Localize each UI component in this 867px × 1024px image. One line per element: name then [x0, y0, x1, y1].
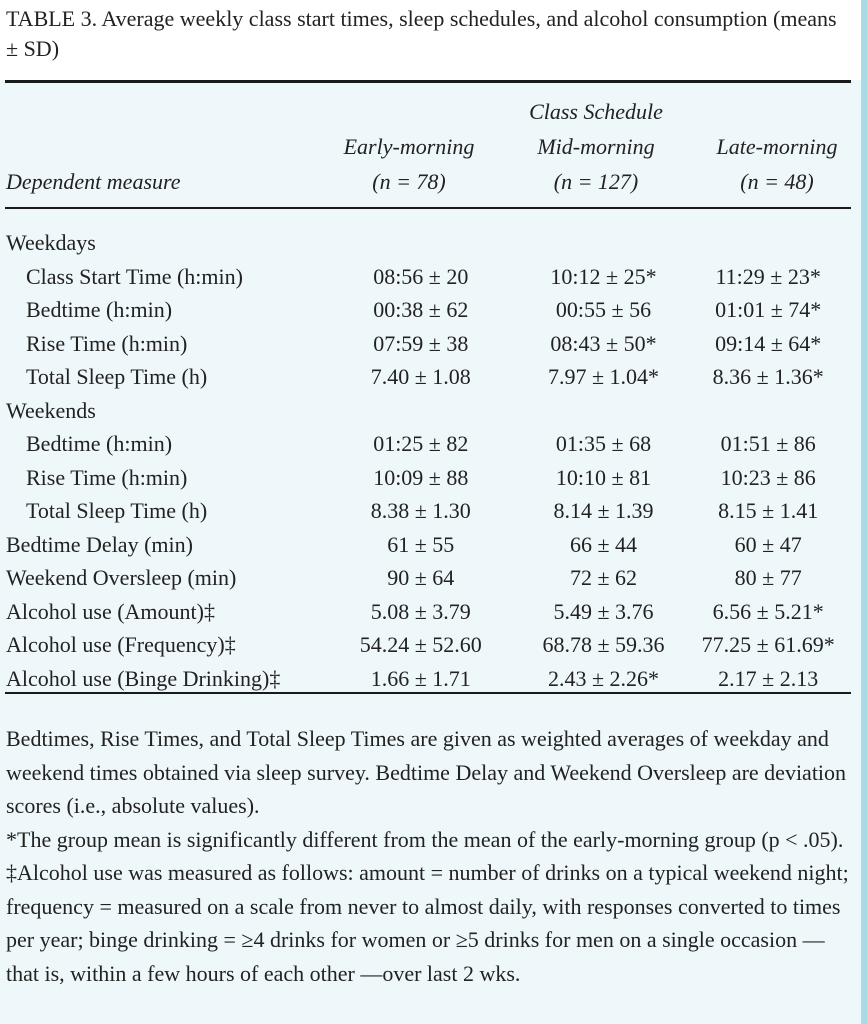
table-row: Rise Time (h:min) 10:09 ± 88 10:10 ± 81 10:…	[6, 461, 851, 495]
mid-morning-value: 8.14 ± 1.39	[553, 498, 654, 523]
late-morning-value: 8.36 ± 1.36*	[712, 364, 824, 389]
mid-morning-value: 7.97 ± 1.04*	[547, 364, 660, 389]
early-morning-value: 01:25 ± 82	[373, 431, 469, 456]
row-label: Rise Time (h:min)	[26, 464, 188, 490]
late-morning-value	[685, 394, 851, 428]
table-notes: Bedtimes, Rise Times, and Total Sleep Ti…	[6, 722, 851, 990]
early-morning-value: 08:56 ± 20	[373, 263, 469, 289]
early-morning-value: 5.08 ± 3.79	[370, 598, 471, 624]
late-morning-value: 01:01 ± 74*	[715, 297, 822, 322]
early-morning-value: 90 ± 64	[387, 565, 455, 590]
mid-morning-value: 68.78 ± 59.36	[542, 632, 665, 657]
early-morning-value	[320, 226, 522, 260]
late-morning-value	[685, 226, 851, 260]
mid-morning-value: 5.49 ± 3.76	[553, 598, 654, 624]
late-morning-value: 11:29 ± 23*	[715, 263, 821, 289]
row-label: Class Start Time (h:min)	[26, 263, 243, 289]
table-group-row: Weekdays	[6, 226, 851, 260]
early-morning-value: 61 ± 55	[387, 531, 455, 557]
table-row: Rise Time (h:min) 07:59 ± 38 08:43 ± 50* 09…	[6, 327, 851, 361]
late-morning-header: Late-morning	[716, 134, 838, 159]
row-label: Total Sleep Time (h)	[26, 498, 208, 523]
mid-morning-value: 66 ± 44	[569, 531, 638, 557]
late-morning-value: 09:14 ± 64*	[715, 330, 822, 356]
row-label: Bedtime Delay (min)	[6, 531, 193, 557]
data-table: Weekdays Class Start Time (h:min) 08:56 ± …	[6, 226, 851, 695]
row-label: Alcohol use (Frequency)‡	[6, 632, 236, 657]
table-row: Weekend Oversleep (min) 90 ± 64 72 ± 62 80 …	[6, 561, 851, 595]
early-morning-value	[320, 394, 522, 428]
early-morning-value: 54.24 ± 52.60	[359, 632, 482, 657]
mid-morning-value: 01:35 ± 68	[555, 431, 652, 456]
mid-morning-header: Mid-morning	[537, 134, 655, 159]
column-spanner-header: Class Schedule	[529, 99, 663, 124]
late-morning-n: (n = 48)	[740, 169, 814, 194]
row-label: Bedtime (h:min)	[26, 431, 173, 456]
mid-morning-value	[522, 226, 686, 260]
early-morning-value: 7.40 ± 1.08	[370, 364, 471, 389]
note-significance: *The group mean is significantly differe…	[6, 826, 844, 852]
row-label: Weekdays	[6, 230, 96, 255]
mid-morning-value: 10:10 ± 81	[555, 464, 652, 490]
mid-morning-value: 00:55 ± 56	[555, 297, 652, 322]
row-label: Rise Time (h:min)	[26, 330, 188, 356]
bottom-rule	[5, 692, 851, 694]
late-morning-value: 77.25 ± 61.69*	[701, 632, 835, 657]
mid-morning-value: 08:43 ± 50*	[550, 330, 657, 356]
table-row: Alcohol use (Amount)‡ 5.08 ± 3.79 5.49 ± 3…	[6, 595, 851, 629]
table-group-row: Weekends	[6, 394, 851, 428]
late-morning-value: 80 ± 77	[734, 565, 802, 590]
table-row: Class Start Time (h:min) 08:56 ± 20 10:12 …	[6, 260, 851, 294]
late-morning-value: 10:23 ± 86	[720, 464, 816, 490]
early-morning-header: Early-morning	[343, 134, 475, 159]
mid-morning-value: 2.43 ± 2.26*	[547, 665, 660, 691]
row-label: Weekends	[6, 397, 96, 423]
late-morning-value: 8.15 ± 1.41	[718, 498, 819, 523]
row-label: Alcohol use (Binge Drinking)‡	[6, 665, 281, 691]
early-morning-value: 00:38 ± 62	[373, 297, 469, 322]
header-rule	[5, 207, 851, 209]
table-row: Total Sleep Time (h) 8.38 ± 1.30 8.14 ± 1.…	[6, 494, 851, 528]
early-morning-value: 07:59 ± 38	[373, 330, 469, 356]
late-morning-value: 01:51 ± 86	[720, 431, 816, 456]
table-row: Total Sleep Time (h) 7.40 ± 1.08 7.97 ± 1.…	[6, 360, 851, 394]
table-caption: TABLE 3. Average weekly class start time…	[6, 6, 837, 61]
row-label: Total Sleep Time (h)	[26, 364, 208, 389]
right-edge-bar	[861, 0, 867, 1024]
early-morning-value: 1.66 ± 1.71	[370, 665, 471, 691]
late-morning-value: 2.17 ± 2.13	[718, 665, 819, 691]
row-label: Alcohol use (Amount)‡	[6, 598, 215, 624]
row-label: Bedtime (h:min)	[26, 297, 173, 322]
late-morning-value: 60 ± 47	[734, 531, 802, 557]
table-row: Bedtime (h:min) 01:25 ± 82 01:35 ± 68 01:51…	[6, 427, 851, 461]
table-row: Alcohol use (Frequency)‡ 54.24 ± 52.60 68.…	[6, 628, 851, 662]
late-morning-value: 6.56 ± 5.21*	[712, 598, 824, 624]
top-rule	[5, 80, 851, 83]
dependent-measure-header: Dependent measure	[6, 169, 181, 194]
note-general: Bedtimes, Rise Times, and Total Sleep Ti…	[6, 726, 847, 818]
early-morning-value: 10:09 ± 88	[373, 464, 469, 490]
early-morning-value: 8.38 ± 1.30	[370, 498, 471, 523]
mid-morning-value	[522, 394, 686, 428]
table-panel	[0, 80, 861, 1024]
mid-morning-n: (n = 127)	[553, 169, 639, 194]
table-row: Bedtime (h:min) 00:38 ± 62 00:55 ± 56 01:01…	[6, 293, 851, 327]
row-label: Weekend Oversleep (min)	[6, 565, 237, 590]
table-row: Alcohol use (Binge Drinking)‡ 1.66 ± 1.71…	[6, 662, 851, 696]
early-morning-n: (n = 78)	[372, 169, 446, 194]
table-row: Bedtime Delay (min) 61 ± 55 66 ± 44 60 ± 47	[6, 528, 851, 562]
mid-morning-value: 72 ± 62	[569, 565, 638, 590]
note-alcohol: ‡Alcohol use was measured as follows: am…	[6, 860, 849, 986]
mid-morning-value: 10:12 ± 25*	[550, 263, 657, 289]
